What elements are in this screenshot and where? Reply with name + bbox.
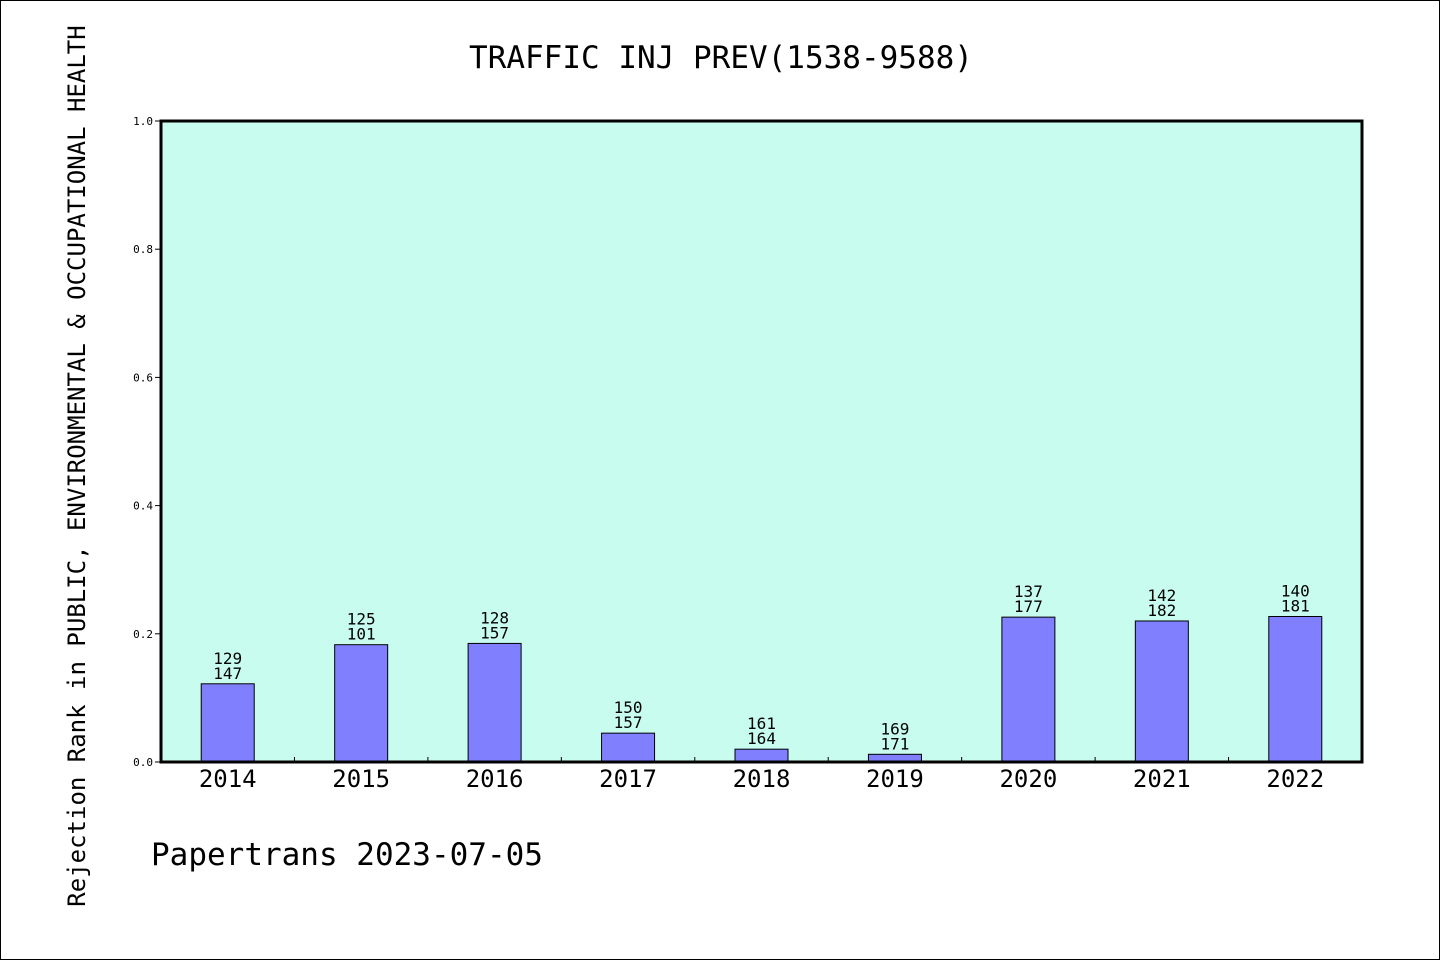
bar-label-bottom: 101 (347, 625, 376, 644)
y-axis: 0.0 0.2 0.4 0.6 0.8 1.0 (133, 115, 161, 769)
plot-border (159, 119, 1364, 764)
bar-label-top: 125 (347, 610, 376, 629)
chart-title: TRAFFIC INJ PREV(1538-9588) (469, 40, 973, 76)
y-tick-label: 0.4 (133, 500, 153, 513)
bar (1001, 616, 1056, 763)
x-tick-label: 2016 (466, 765, 524, 793)
x-tick-label: 2021 (1133, 765, 1191, 793)
x-tick-label: 2019 (866, 765, 924, 793)
bar-label-top: 150 (614, 698, 643, 717)
bar (601, 732, 656, 763)
bar-label-bottom: 181 (1281, 596, 1310, 615)
y-tick-label: 1.0 (133, 115, 153, 128)
bar-label-top: 129 (213, 649, 242, 668)
x-tick-label: 2020 (999, 765, 1057, 793)
bar-label-bottom: 157 (480, 623, 509, 642)
bar (200, 683, 255, 763)
x-tick-label: 2014 (199, 765, 257, 793)
bar-label-top: 128 (480, 608, 509, 627)
y-tick-label: 0.0 (133, 756, 153, 769)
bar (467, 642, 522, 763)
bar (334, 644, 389, 763)
x-tick-label: 2022 (1266, 765, 1324, 793)
bar-label-bottom: 157 (614, 713, 643, 732)
y-tick-label: 0.8 (133, 243, 153, 256)
bar-label-bottom: 171 (880, 734, 909, 753)
bar-label-bottom: 147 (213, 664, 242, 683)
bar-label-bottom: 182 (1147, 601, 1176, 620)
x-tick-label: 2015 (332, 765, 390, 793)
bar-label-top: 142 (1147, 586, 1176, 605)
bar-label-bottom: 164 (747, 729, 776, 748)
y-axis-label: Rejection Rank in PUBLIC, ENVIRONMENTAL … (63, 25, 91, 906)
bar-label-top: 140 (1281, 581, 1310, 600)
bar-label-top: 137 (1014, 582, 1043, 601)
x-axis: 2014 2015 2016 2017 2018 2019 2020 2021 2022 (199, 757, 1324, 793)
y-tick-label: 0.6 (133, 371, 153, 384)
bar-label-bottom: 177 (1014, 597, 1043, 616)
bar (1268, 615, 1323, 763)
footer-credit: Papertrans 2023-07-05 (151, 837, 543, 873)
x-tick-label: 2017 (599, 765, 657, 793)
x-tick-label: 2018 (733, 765, 791, 793)
bar (1134, 620, 1189, 763)
bar-label-top: 169 (880, 719, 909, 738)
bar-label-top: 161 (747, 714, 776, 733)
bar (734, 748, 789, 763)
y-tick-label: 0.2 (133, 628, 153, 641)
